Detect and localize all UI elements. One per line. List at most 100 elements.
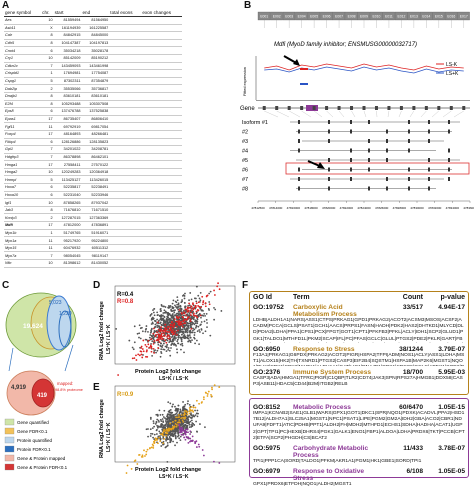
point [133, 325, 136, 328]
scatter-plot-d: RNA Log2 fold change LS⁺K / LS⁻K R=0.4 R… [99, 282, 236, 382]
x-axis-label: Protein Log2 fold change [135, 369, 201, 375]
point [145, 325, 148, 327]
y-axis-sublabel: LS⁺K / LS⁻K [106, 324, 112, 354]
point [166, 444, 169, 447]
table-cell [141, 160, 182, 169]
point [209, 334, 212, 337]
isoform-track: #7 [242, 177, 450, 183]
point [149, 314, 152, 316]
go-count: 6/108 [406, 468, 423, 476]
point [188, 423, 191, 426]
table-cell: 10 [41, 259, 54, 268]
legend-item: Gene FDR<0.1 [4, 427, 48, 435]
point [204, 426, 206, 429]
table-cell: 1 [41, 69, 54, 78]
point-significant [183, 312, 186, 315]
point-up [206, 393, 209, 395]
table-cell: 17 [41, 130, 54, 139]
point [147, 330, 149, 333]
venn-diagram: 19,624 5,023 1,220 4,919 419 mapped: 98.… [4, 292, 83, 471]
point [166, 332, 168, 335]
gene-exon [374, 106, 378, 110]
point-significant [159, 334, 161, 337]
mapped-label: mapped: [57, 381, 73, 386]
point-significant [196, 316, 199, 319]
gene-exon [262, 106, 266, 110]
point [174, 300, 177, 303]
table-cell: Cnot4 [4, 46, 42, 55]
table-cell [141, 92, 182, 101]
point-significant [182, 316, 185, 319]
gene-connector [276, 110, 290, 118]
table-cell: 120249283 [53, 168, 82, 177]
gene-exon [437, 106, 441, 110]
exon-box: E007 [332, 11, 346, 21]
x-axis-label: Protein Log2 fold change [135, 467, 201, 473]
isoform-track: #8 [242, 186, 436, 193]
table-cell: Dnajb1 [4, 92, 42, 101]
go-id: GO:5975 [253, 445, 281, 452]
table-cell: Cspg1 [4, 77, 42, 86]
point [176, 299, 179, 302]
point-up [162, 430, 165, 433]
point-up [190, 409, 192, 412]
gene-exon [424, 106, 428, 110]
point [204, 330, 207, 333]
point [199, 291, 202, 294]
go-count: 18/700 [402, 369, 423, 376]
point-up [211, 388, 213, 391]
point [200, 309, 203, 312]
highlight-bar-blue [300, 83, 308, 85]
gene-exon [312, 106, 316, 110]
coord-tick-label: 47830000 [410, 206, 424, 210]
point [196, 430, 198, 433]
point-significant [156, 331, 158, 334]
venn-top-mid: 5,023 [49, 300, 62, 306]
table-row: Jak3 8 71676810 71671510 [4, 206, 182, 215]
table-cell: 86378898 [53, 153, 82, 162]
point-up [150, 446, 153, 449]
point [185, 323, 188, 326]
point [192, 414, 195, 417]
point [149, 428, 152, 431]
point-up [152, 440, 155, 443]
point [196, 339, 198, 342]
arrow-icon [307, 160, 325, 169]
point [162, 322, 165, 325]
point [208, 292, 211, 295]
table-cell [141, 251, 182, 260]
table-cell [141, 84, 182, 93]
point [167, 306, 170, 309]
exon-label: E009 [360, 15, 368, 19]
point [177, 342, 180, 345]
table-cell: X [41, 24, 54, 33]
point-significant [172, 329, 174, 331]
point [172, 299, 175, 302]
table-cell [141, 153, 182, 162]
point-up [140, 455, 143, 458]
mapped-pct-label: 98.8% proteome [55, 388, 83, 392]
point [160, 324, 163, 326]
point [156, 349, 159, 352]
point [186, 402, 189, 405]
point-down [179, 430, 182, 433]
point-up [157, 442, 159, 445]
point [164, 417, 166, 420]
point [180, 411, 182, 414]
point-significant [189, 311, 192, 314]
point [167, 347, 170, 349]
gene-exon [287, 106, 291, 110]
exon-label: E003 [285, 15, 293, 19]
arrow-icon [283, 55, 300, 66]
point-up [182, 420, 185, 423]
point-significant [189, 318, 192, 321]
table-cell [141, 100, 182, 109]
point [186, 336, 189, 339]
point [190, 419, 193, 422]
coordinate-axis: 47812500 47814000 47816000 47818000 47820000… [251, 200, 474, 210]
table-cell [109, 198, 142, 207]
column-header: end [81, 9, 110, 17]
point [169, 305, 172, 307]
point [152, 334, 155, 337]
point [199, 299, 202, 302]
